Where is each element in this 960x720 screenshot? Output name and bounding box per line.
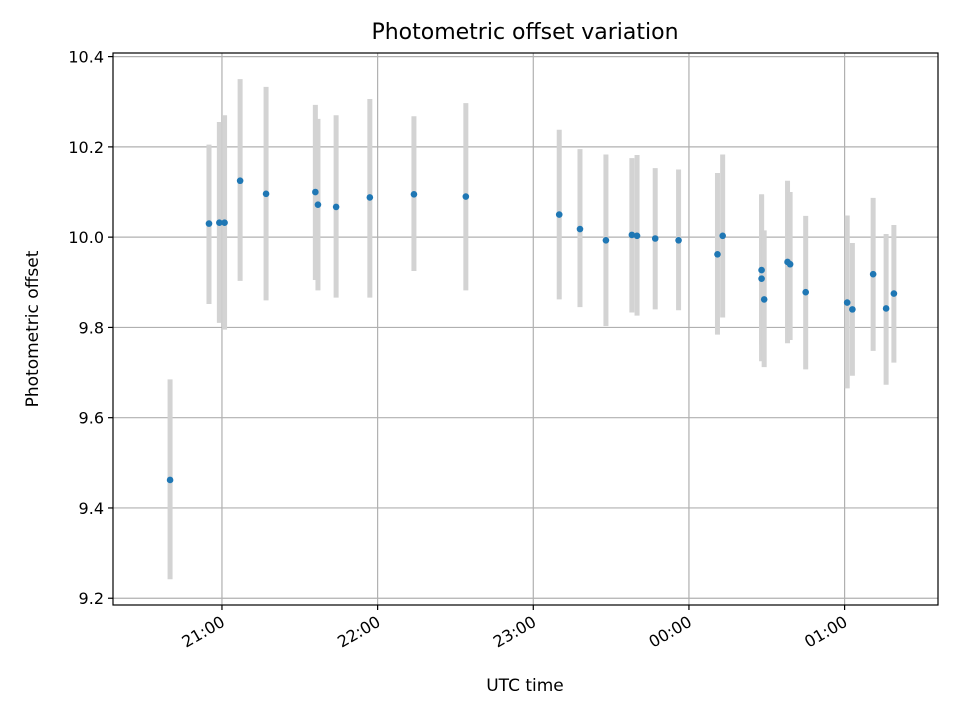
data-point (555, 211, 563, 218)
data-point (633, 232, 641, 240)
data-point (651, 235, 659, 242)
data-point (205, 220, 213, 227)
data-point (602, 237, 610, 244)
data-point (890, 290, 898, 297)
data-point (760, 296, 768, 303)
data-point (675, 237, 682, 244)
data-point (849, 306, 856, 313)
data-point (869, 270, 877, 278)
y-axis-label: Photometric offset (23, 250, 43, 407)
data-point (314, 201, 322, 208)
data-point (236, 177, 244, 185)
y-tick-label: 10.2 (68, 138, 104, 157)
data-point (166, 476, 174, 484)
data-points (166, 177, 898, 484)
x-axis-label: UTC time (486, 676, 564, 696)
data-point (719, 232, 726, 240)
grid (113, 53, 938, 605)
data-point (576, 225, 584, 233)
data-point (628, 231, 636, 239)
data-point (802, 288, 809, 296)
data-point (714, 251, 721, 258)
y-axis-ticks: 9.2 9.4 9.6 9.8 10.0 10.2 10.4 (68, 48, 113, 608)
data-point (786, 260, 794, 268)
data-point (758, 266, 765, 274)
y-tick-label: 10.0 (68, 228, 104, 247)
data-point (882, 305, 890, 312)
data-point (262, 190, 270, 198)
data-point (312, 188, 319, 196)
data-point (216, 219, 223, 227)
data-point (758, 275, 765, 282)
y-tick-label: 10.4 (68, 48, 104, 67)
data-point (332, 203, 340, 211)
plot-frame (112, 52, 939, 606)
y-tick-label: 9.4 (79, 499, 104, 518)
y-tick-label: 9.2 (79, 589, 104, 608)
data-point (410, 190, 418, 198)
y-tick-label: 9.6 (79, 409, 104, 428)
data-point (462, 193, 470, 200)
data-point (843, 299, 851, 306)
y-tick-label: 9.8 (79, 318, 104, 337)
data-point (221, 219, 228, 227)
data-point (366, 194, 374, 201)
chart-title: Photometric offset variation (371, 20, 678, 45)
